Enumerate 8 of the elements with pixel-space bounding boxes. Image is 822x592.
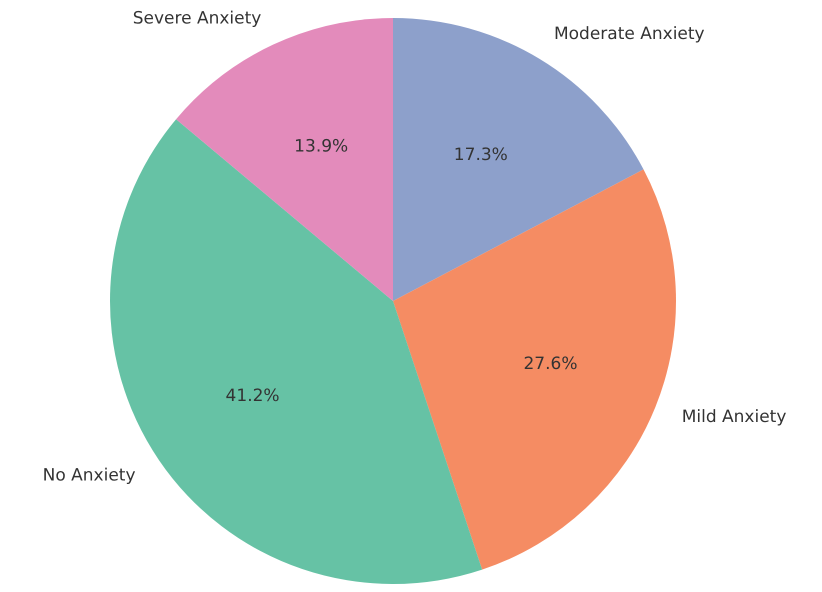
data-label: 17.3% — [454, 145, 508, 166]
data-label: 13.9% — [294, 136, 348, 157]
data-label: 41.2% — [226, 386, 280, 406]
slice-label: No Anxiety — [42, 465, 136, 486]
data-label: 27.6% — [523, 354, 578, 374]
slice-label: Mild Anxiety — [682, 406, 786, 427]
slice-label: Moderate Anxiety — [554, 24, 705, 44]
slice-label: Severe Anxiety — [132, 8, 262, 28]
